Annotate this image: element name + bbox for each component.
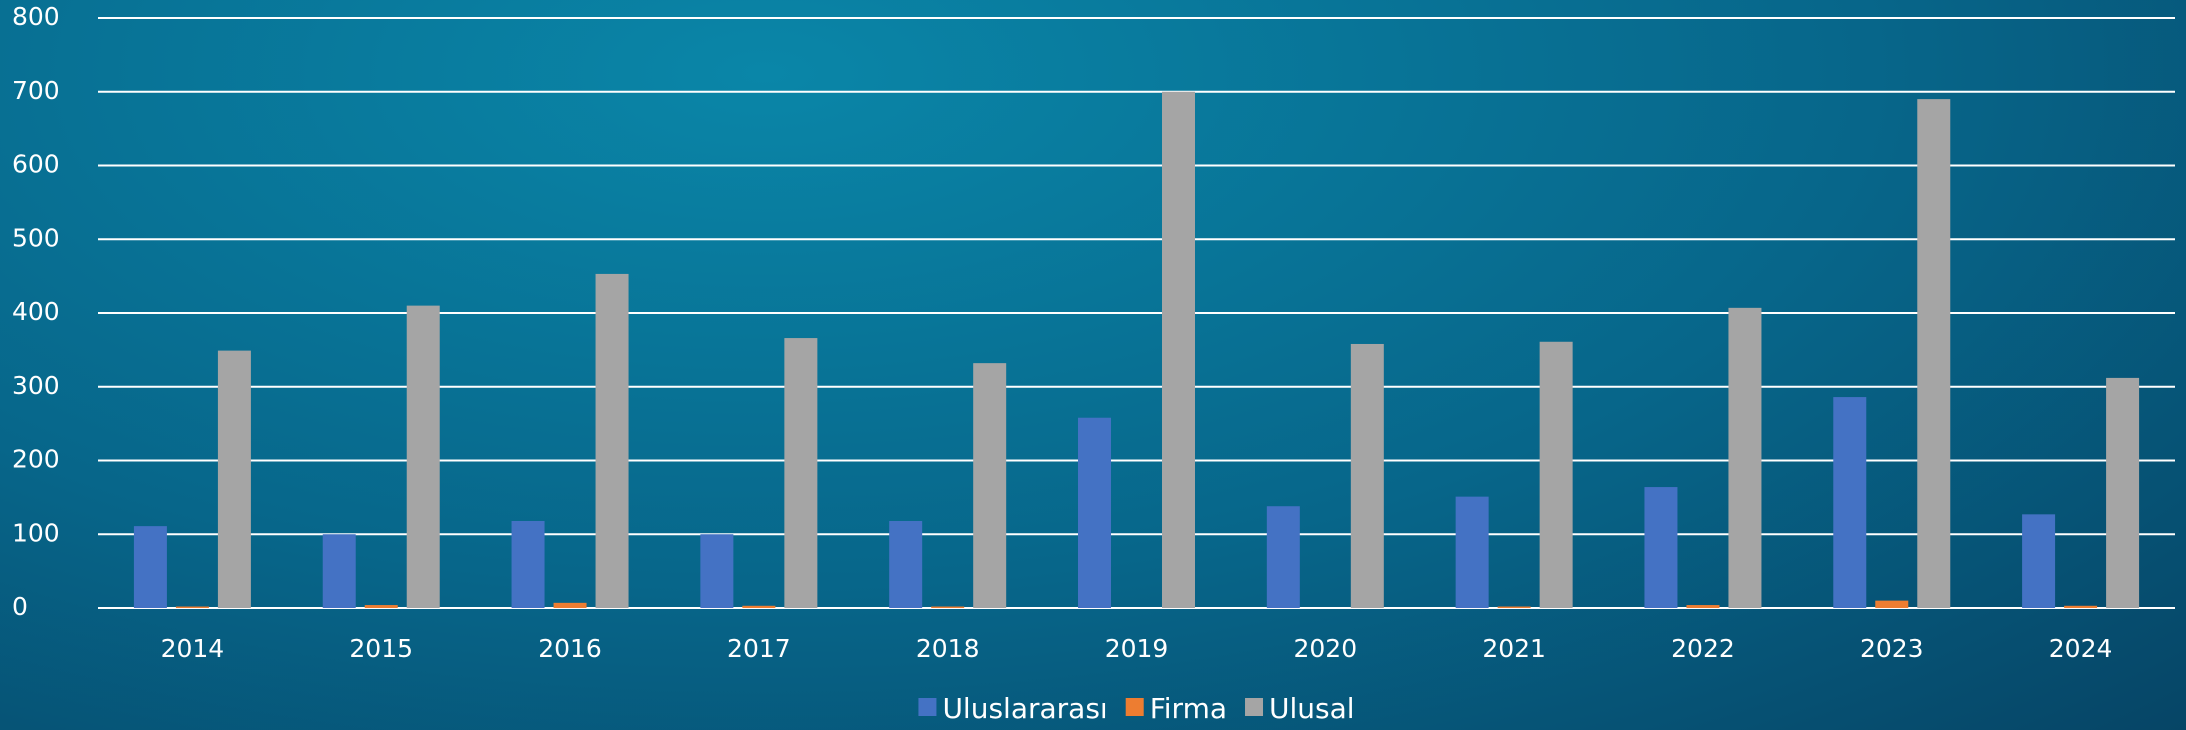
bar [889, 520, 923, 608]
bar [2064, 605, 2098, 608]
x-tick-label: 2019 [1105, 634, 1169, 663]
y-tick-label: 600 [12, 150, 60, 179]
x-tick-label: 2021 [1482, 634, 1546, 663]
x-tick-label: 2023 [1860, 634, 1924, 663]
y-tick-label: 300 [12, 371, 60, 400]
bar [931, 606, 965, 608]
y-tick-label: 800 [12, 2, 60, 31]
bar [364, 605, 398, 608]
y-tick-label: 700 [12, 76, 60, 105]
bar [784, 338, 818, 608]
bar [1917, 99, 1951, 608]
x-tick-label: 2018 [916, 634, 980, 663]
x-tick-label: 2017 [727, 634, 791, 663]
legend-swatch [918, 698, 937, 716]
x-tick-label: 2024 [2049, 634, 2113, 663]
bar [133, 526, 167, 608]
y-tick-label: 0 [12, 592, 28, 621]
bar [1875, 600, 1909, 608]
bar [1833, 397, 1867, 608]
bar [700, 534, 734, 608]
bar [2106, 377, 2140, 608]
bar [1078, 417, 1111, 608]
bar [322, 534, 356, 608]
x-tick-label: 2020 [1294, 634, 1358, 663]
bar [1455, 496, 1489, 608]
bar [175, 606, 209, 608]
y-tick-label: 100 [12, 518, 60, 547]
bar [1644, 487, 1678, 608]
x-tick-label: 2016 [538, 634, 602, 663]
bar [1686, 605, 1720, 608]
bar [553, 602, 587, 608]
bar [217, 350, 251, 608]
bar [1266, 506, 1300, 608]
bar [1728, 307, 1762, 608]
legend-label: Ulusal [1269, 692, 1355, 725]
bar [1497, 606, 1531, 608]
bar [742, 605, 776, 608]
x-tick-label: 2015 [349, 634, 413, 663]
bar [595, 273, 629, 608]
legend-label: Uluslararası [942, 692, 1107, 725]
y-tick-label: 200 [12, 445, 60, 474]
bar [511, 520, 545, 608]
bar [1350, 343, 1384, 608]
legend-swatch [1125, 698, 1144, 716]
x-tick-label: 2022 [1671, 634, 1735, 663]
bar [406, 305, 440, 608]
legend-swatch [1245, 698, 1264, 716]
legend-label: Firma [1150, 692, 1227, 725]
x-tick-label: 2014 [161, 634, 225, 663]
bar [2022, 514, 2056, 608]
bar [973, 363, 1007, 608]
y-tick-label: 500 [12, 223, 60, 252]
bar [1162, 91, 1195, 608]
y-tick-label: 400 [12, 297, 60, 326]
bar [1539, 341, 1573, 608]
